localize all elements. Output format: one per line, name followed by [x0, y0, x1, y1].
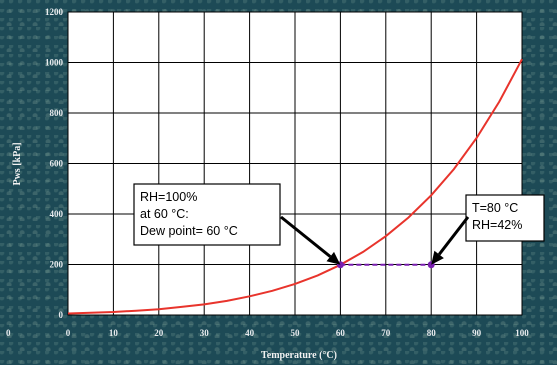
y-axis-ticks: 0 200 400 600 800 1000 1200 [45, 7, 64, 320]
x-axis-title: Temperature (°C) [261, 350, 337, 361]
annotation-line: T=80 °C [472, 201, 518, 215]
y-axis-title: Pws [kPa] [12, 142, 23, 185]
annotation-arrowhead [326, 251, 341, 265]
annotation-line: RH=42% [472, 218, 522, 232]
x-tick-label: 100 [515, 328, 529, 338]
annotation-box [133, 183, 281, 246]
x-tick-label: 0 [66, 328, 71, 338]
x-tick-label: 40 [245, 328, 255, 338]
x-tick-label: 70 [381, 328, 391, 338]
x-tick-label: 60 [336, 328, 346, 338]
annotation-state-point: T=80 °C RH=42% [431, 194, 545, 265]
y-tick-label: 600 [50, 159, 64, 169]
y-tick-label: 1000 [45, 58, 64, 68]
annotation-box [465, 194, 545, 242]
annotation-line: Dew point= 60 °C [140, 224, 238, 238]
x-axis-ticks: 0 10 20 30 40 50 60 70 80 90 100 [66, 328, 530, 338]
annotation-dew-point: RH=100% at 60 °C: Dew point= 60 °C [133, 183, 341, 265]
x-tick-label: 10 [109, 328, 119, 338]
x-tick-label: 90 [472, 328, 482, 338]
y-tick-label: 200 [50, 260, 64, 270]
y-tick-label: 400 [50, 209, 64, 219]
y-tick-label: 1200 [45, 7, 64, 17]
annotation-line: at 60 °C: [140, 207, 189, 221]
y-tick-label: 0 [59, 310, 64, 320]
x-tick-label: 30 [200, 328, 210, 338]
series-curve [67, 58, 523, 315]
grid [67, 11, 523, 316]
x-tick-label: 50 [291, 328, 301, 338]
annotation-arrow [280, 215, 332, 258]
x-tick-label: 80 [427, 328, 437, 338]
y-tick-label: 800 [50, 108, 64, 118]
x-axis-outer-zero: 0 [6, 328, 11, 338]
annotation-arrow [437, 216, 470, 256]
x-tick-label: 20 [154, 328, 164, 338]
annotation-line: RH=100% [140, 190, 197, 204]
annotation-arrowhead [431, 250, 444, 265]
